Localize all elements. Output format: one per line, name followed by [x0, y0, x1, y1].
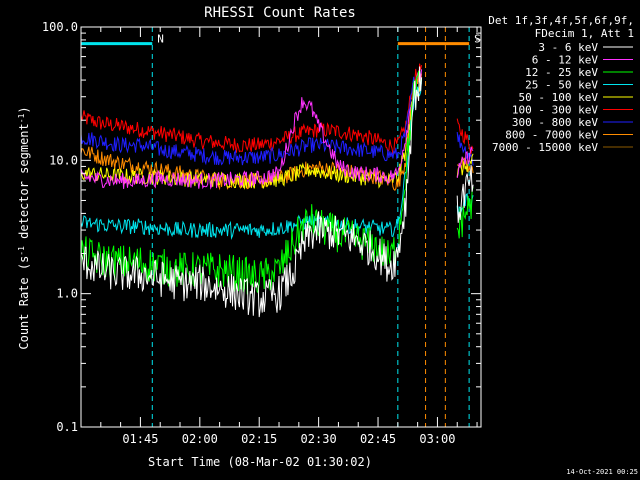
- series-line: [81, 69, 423, 190]
- x-tick-label: 01:45: [122, 432, 158, 446]
- series-line: [81, 71, 423, 295]
- x-tick-label: 02:30: [301, 432, 337, 446]
- series-line-post-gap: [456, 146, 474, 179]
- series-line-post-gap: [456, 164, 474, 223]
- y-axis-label-part3: ): [17, 106, 31, 113]
- legend-entry-label: 25 - 50 keV: [525, 79, 598, 92]
- x-axis: 01:45 02:00 02:15 02:30 02:45 03:00: [80, 27, 478, 446]
- y-axis-label-exp1: -1: [17, 246, 26, 256]
- x-axis-label: Start Time (08-Mar-02 01:30:02): [148, 455, 372, 469]
- x-tick-label: 03:00: [419, 432, 455, 446]
- y-axis: 0.1 1.0 10.0 100.0: [42, 20, 481, 434]
- legend-entry-label: 50 - 100 keV: [519, 91, 599, 104]
- y-tick-label: 10.0: [49, 153, 78, 167]
- legend-title-line2: FDecim 1, Att 1: [535, 27, 634, 40]
- chart-title: RHESSI Count Rates: [204, 5, 356, 21]
- x-tick-label: 02:00: [182, 432, 218, 446]
- series-line: [81, 79, 423, 240]
- x-tick-label: 02:15: [241, 432, 277, 446]
- series-line: [81, 66, 423, 318]
- legend: Det 1f,3f,4f,5f,6f,9f, FDecim 1, Att 1 3…: [488, 14, 634, 154]
- annotation-label: S: [474, 33, 481, 46]
- series-line: [81, 71, 422, 166]
- legend-entry-label: 12 - 25 keV: [525, 66, 598, 79]
- y-tick-label: 0.1: [56, 420, 78, 434]
- x-tick-label: 02:45: [360, 432, 396, 446]
- y-tick-label: 1.0: [56, 287, 78, 301]
- legend-entry-label: 300 - 800 keV: [512, 116, 598, 129]
- vertical-marker-group: [151, 27, 470, 427]
- series-line: [81, 63, 423, 155]
- timestamp-footer: 14-Oct-2021 00:25: [566, 468, 638, 476]
- legend-entry-label: 6 - 12 keV: [532, 54, 599, 67]
- y-axis-label-part1: Count Rate (s: [17, 256, 31, 350]
- series-line-post-gap: [456, 132, 474, 166]
- y-tick-label: 100.0: [42, 20, 78, 34]
- legend-entry-label: 7000 - 15000 keV: [492, 141, 598, 154]
- y-axis-label: Count Rate (s-1 detector segment-1): [17, 106, 31, 349]
- legend-title-line1: Det 1f,3f,4f,5f,6f,9f,: [488, 14, 634, 27]
- legend-entry-label: 800 - 7000 keV: [505, 129, 598, 142]
- series-group: [81, 63, 474, 318]
- legend-entry-label: 3 - 6 keV: [538, 41, 598, 54]
- y-axis-label-exp2: -1: [17, 113, 26, 123]
- legend-entry-label: 100 - 300 keV: [512, 104, 598, 117]
- plot-frame: [80, 26, 482, 428]
- y-axis-label-part2: detector segment: [17, 123, 31, 246]
- annotation-label: N: [157, 33, 164, 46]
